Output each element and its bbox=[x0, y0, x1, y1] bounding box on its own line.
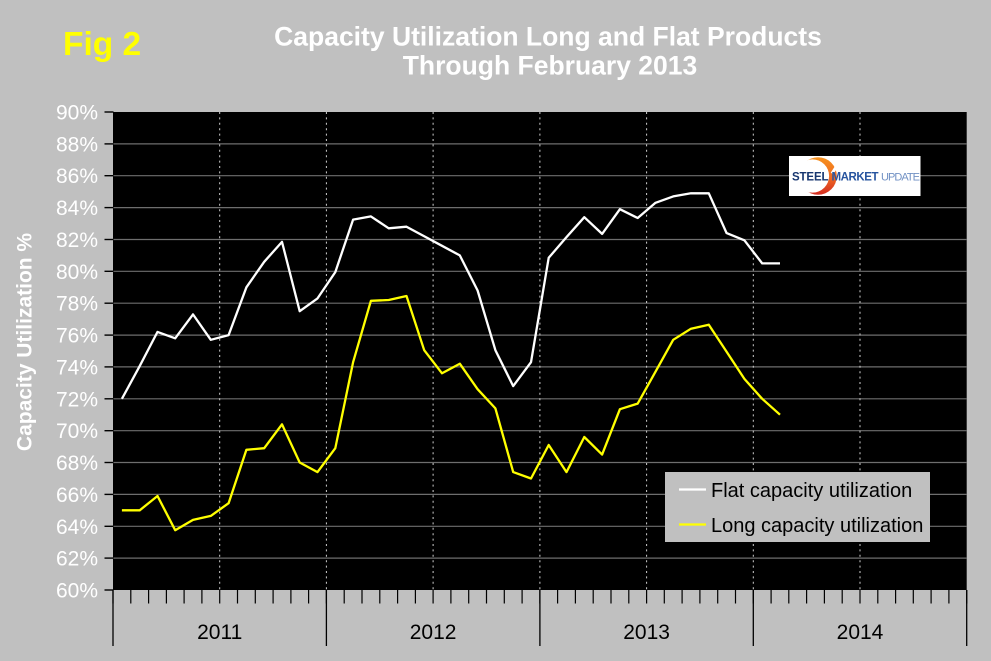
svg-text:78%: 78% bbox=[56, 293, 98, 316]
svg-text:60%: 60% bbox=[56, 580, 98, 603]
svg-text:86%: 86% bbox=[56, 165, 98, 188]
svg-text:Capacity Utilization %: Capacity Utilization % bbox=[14, 233, 37, 452]
svg-text:STEEL: STEEL bbox=[792, 172, 829, 184]
svg-text:84%: 84% bbox=[56, 197, 98, 220]
svg-text:Through February 2013: Through February 2013 bbox=[403, 51, 698, 81]
svg-text:Flat capacity utilization: Flat capacity utilization bbox=[711, 480, 912, 502]
svg-text:2013: 2013 bbox=[623, 621, 670, 644]
svg-text:Long capacity utilization: Long capacity utilization bbox=[711, 515, 923, 537]
svg-text:72%: 72% bbox=[56, 388, 98, 411]
svg-text:76%: 76% bbox=[56, 325, 98, 348]
svg-text:2011: 2011 bbox=[197, 621, 242, 644]
svg-text:66%: 66% bbox=[56, 484, 98, 507]
svg-text:70%: 70% bbox=[56, 420, 98, 443]
svg-text:MARKET: MARKET bbox=[832, 172, 879, 184]
svg-text:82%: 82% bbox=[56, 229, 98, 252]
svg-text:64%: 64% bbox=[56, 516, 98, 539]
svg-text:90%: 90% bbox=[56, 102, 98, 125]
svg-text:2012: 2012 bbox=[410, 621, 457, 644]
svg-text:88%: 88% bbox=[56, 133, 98, 156]
svg-text:68%: 68% bbox=[56, 452, 98, 475]
svg-text:74%: 74% bbox=[56, 356, 98, 379]
svg-text:UPDATE: UPDATE bbox=[881, 172, 920, 184]
svg-text:80%: 80% bbox=[56, 261, 98, 284]
svg-text:62%: 62% bbox=[56, 548, 98, 571]
svg-text:2014: 2014 bbox=[837, 621, 884, 644]
svg-text:Fig 2: Fig 2 bbox=[63, 26, 141, 63]
svg-text:Capacity Utilization Long and: Capacity Utilization Long and Flat Produ… bbox=[274, 22, 822, 52]
